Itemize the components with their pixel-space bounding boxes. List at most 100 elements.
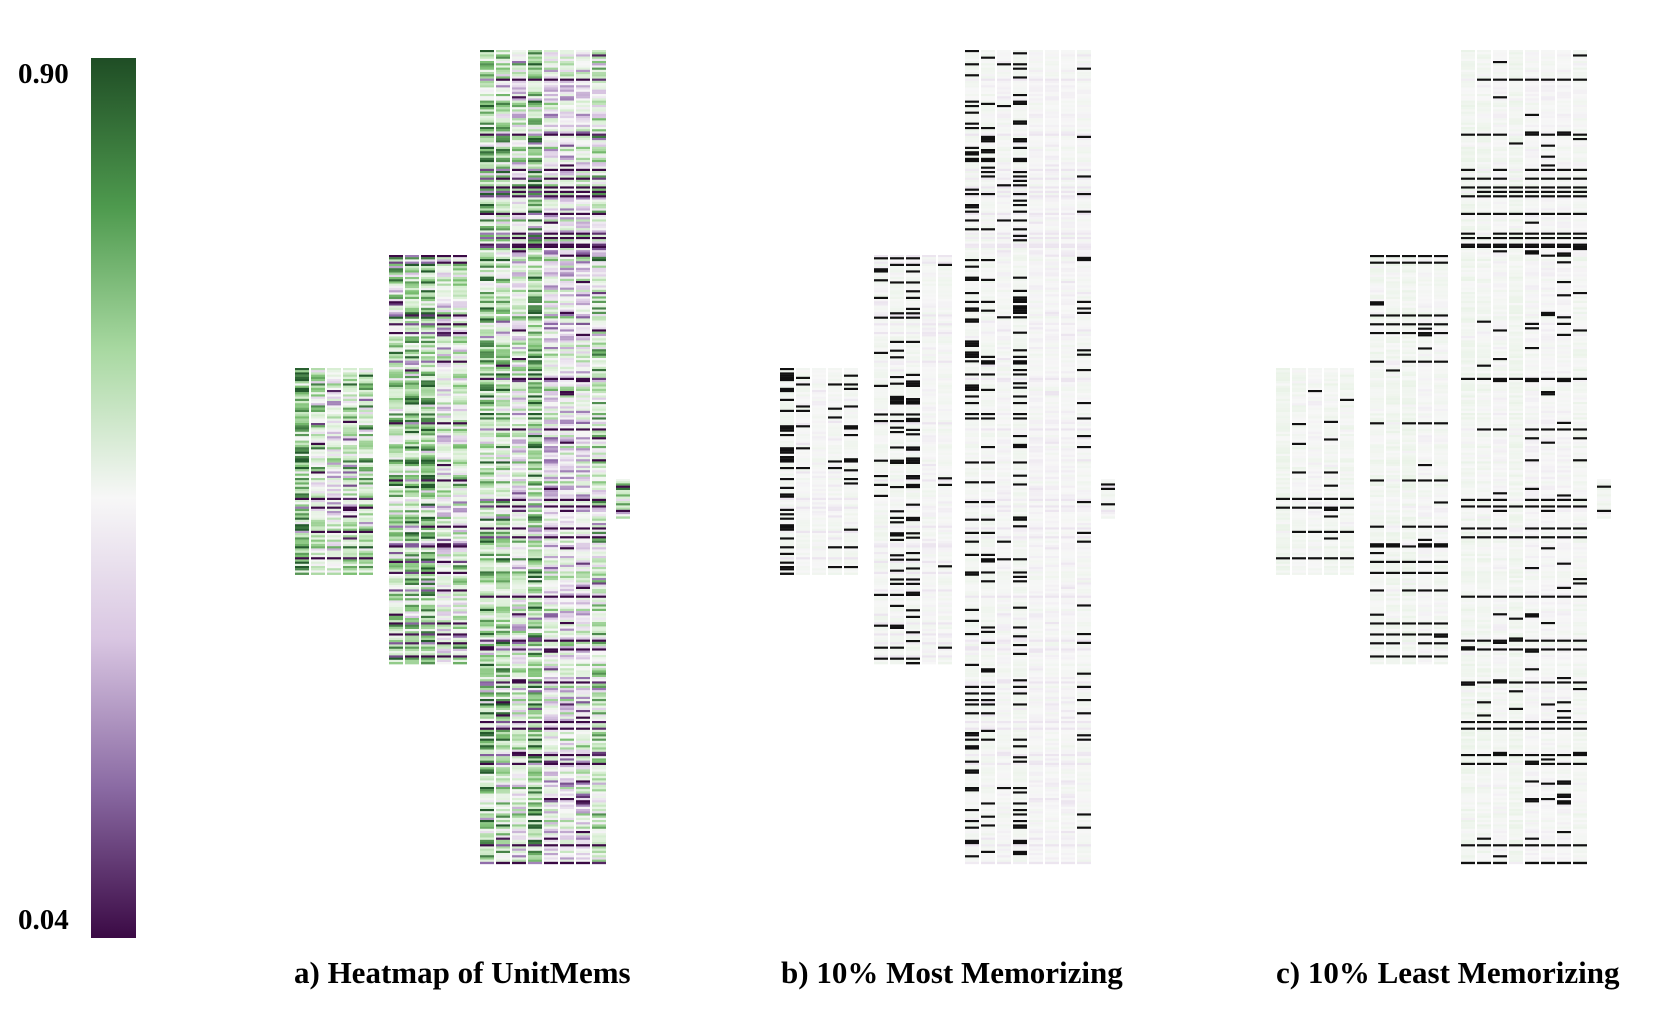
heatmap-cell <box>576 175 590 178</box>
heatmap-cell <box>544 105 558 108</box>
heatmap-cell <box>592 274 606 277</box>
heatmap-cell <box>453 519 467 522</box>
heatmap-cell <box>437 488 451 491</box>
heatmap-cell <box>512 184 526 187</box>
heatmap-cell <box>576 512 590 515</box>
heatmap-cell <box>496 300 510 304</box>
heatmap-cell <box>496 615 510 618</box>
heatmap-cell <box>512 395 526 398</box>
heatmap-cell <box>544 267 558 271</box>
heatmap-cell <box>592 122 606 125</box>
heatmap-cell <box>560 274 574 277</box>
heatmap-cell <box>405 508 419 511</box>
heatmap-cell <box>480 666 494 669</box>
heatmap-cell <box>421 290 435 293</box>
heatmap-cell <box>544 749 558 752</box>
heatmap-cell <box>359 535 373 538</box>
heatmap-cell <box>592 520 606 524</box>
heatmap-cell <box>421 624 435 627</box>
heatmap-cell <box>389 439 403 443</box>
heatmap-cell <box>780 528 794 531</box>
heatmap-cell <box>437 635 451 638</box>
heatmap-cell <box>480 305 494 308</box>
heatmap-cell <box>437 395 451 399</box>
heatmap-cell <box>616 509 630 513</box>
heatmap-cell <box>512 287 526 290</box>
heatmap-cell <box>812 568 826 571</box>
heatmap-cell <box>874 402 888 405</box>
heatmap-cell <box>576 210 590 213</box>
heatmap-cell <box>592 652 606 656</box>
heatmap-cell <box>437 521 451 524</box>
heatmap-cell <box>592 278 606 282</box>
heatmap-cell <box>421 486 435 489</box>
heatmap-cell <box>844 434 858 437</box>
heatmap-cell <box>592 608 606 612</box>
heatmap-cell <box>496 206 510 209</box>
heatmap-cell <box>592 657 606 660</box>
heatmap-cell <box>389 466 403 469</box>
heatmap-cell <box>327 374 341 377</box>
heatmap-cell <box>512 135 526 139</box>
heatmap-cell <box>560 597 574 601</box>
heatmap-cell <box>343 500 357 503</box>
heatmap-cell <box>576 435 590 438</box>
heatmap-cell <box>528 336 542 339</box>
heatmap-cell <box>560 377 574 381</box>
heatmap-cell <box>480 624 494 627</box>
heatmap-cell <box>295 436 309 439</box>
heatmap-cell <box>453 261 467 264</box>
heatmap-cell <box>560 571 574 574</box>
heatmap-cell <box>576 509 590 513</box>
heatmap-cell <box>405 490 419 493</box>
heatmap-cell <box>437 620 451 623</box>
heatmap-cell <box>480 298 494 301</box>
heatmap-cell <box>389 481 403 484</box>
heatmap-cell <box>576 406 590 409</box>
heatmap-cell <box>560 461 574 464</box>
heatmap-cell <box>496 331 510 334</box>
heatmap-cell <box>421 446 435 449</box>
heatmap-cell <box>453 468 467 471</box>
heatmap-cell <box>576 248 590 251</box>
heatmap-cell <box>405 598 419 601</box>
heatmap-cell <box>812 453 826 457</box>
heatmap-cell <box>576 837 590 840</box>
heatmap-cell <box>528 179 542 183</box>
heatmap-cell <box>405 327 419 330</box>
heatmap-cell <box>544 494 558 497</box>
heatmap-cell <box>576 769 590 772</box>
heatmap-cell <box>512 833 526 836</box>
heatmap-cell <box>812 420 826 424</box>
heatmap-cell <box>576 727 590 730</box>
heatmap-cell <box>544 516 558 519</box>
heatmap-cell <box>544 386 558 389</box>
heatmap-cell <box>496 817 510 821</box>
heatmap-cell <box>512 635 526 638</box>
heatmap-cell <box>544 80 558 84</box>
heatmap-cell <box>560 509 574 513</box>
heatmap-cell <box>496 314 510 317</box>
heatmap-cell <box>496 516 510 519</box>
heatmap-cell <box>512 723 526 726</box>
heatmap-cell <box>592 727 606 730</box>
heatmap-cell <box>405 615 419 619</box>
heatmap-cell <box>496 274 510 277</box>
heatmap-cell <box>812 464 826 468</box>
heatmap-cell <box>592 679 606 682</box>
heatmap-cell <box>421 633 435 636</box>
heatmap-cell <box>480 707 494 711</box>
heatmap-cell <box>560 364 574 367</box>
heatmap-cell <box>512 855 526 858</box>
heatmap-cell <box>592 472 606 475</box>
heatmap-cell <box>359 451 373 454</box>
heatmap-cell <box>560 74 574 77</box>
heatmap-cell <box>496 604 510 607</box>
heatmap-cell <box>544 729 558 733</box>
heatmap-cell <box>421 288 435 291</box>
heatmap-cell <box>496 217 510 220</box>
heatmap-cell <box>874 299 888 302</box>
heatmap-cell <box>528 230 542 233</box>
heatmap-cell <box>874 534 888 537</box>
heatmap-cell <box>496 69 510 73</box>
